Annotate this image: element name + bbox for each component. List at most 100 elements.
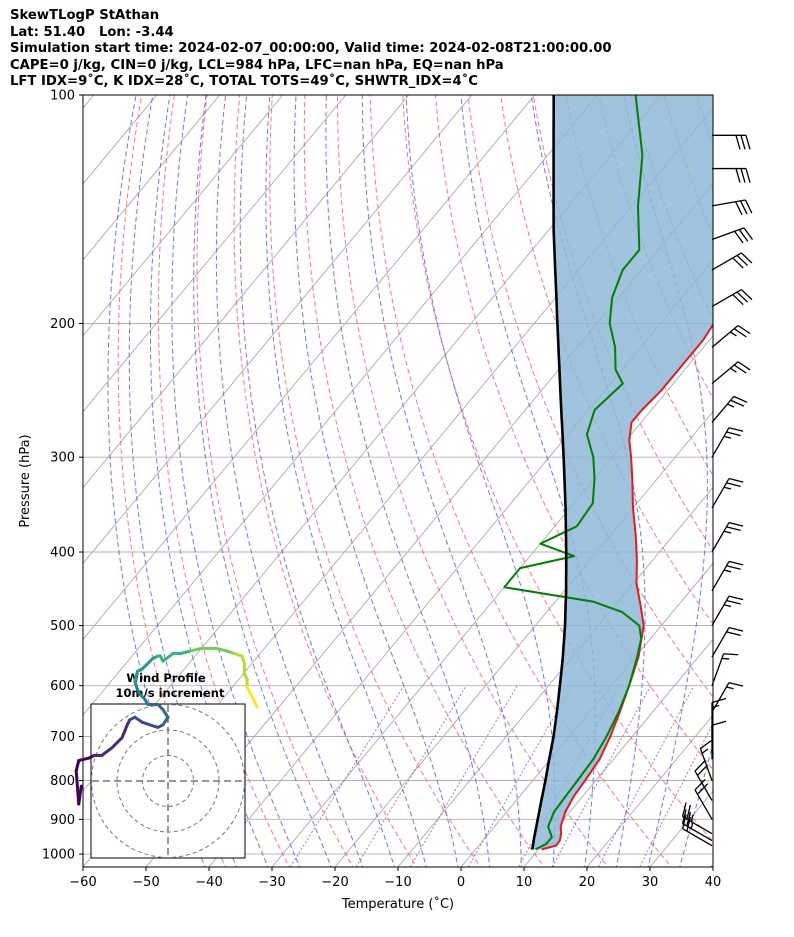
dry-adiabat — [196, 95, 354, 867]
barb-feather — [699, 739, 713, 750]
barb-feather — [681, 814, 687, 829]
barb-feather — [686, 811, 692, 827]
barb-half-feather — [727, 403, 735, 408]
chart-title: SkewTLogP StAthan — [10, 8, 160, 23]
y-tick-label: 500 — [50, 619, 75, 634]
isotherm-line — [334, 410, 713, 867]
dry-adiabat — [434, 95, 713, 771]
x-tick-label: 40 — [705, 875, 722, 890]
barb-half-feather — [701, 748, 709, 754]
barb-half-feather — [723, 569, 732, 573]
barb-feather — [681, 809, 687, 824]
barb-feather — [732, 257, 744, 269]
index-line: LFT IDX=9˚C, K IDX=28˚C, TOTAL TOTS=49˚C… — [10, 74, 478, 89]
wind-barb — [711, 626, 744, 658]
barb-half-feather — [726, 686, 734, 690]
barb-feather — [694, 778, 706, 791]
wind-barb — [711, 595, 744, 626]
y-tick-label: 100 — [50, 89, 75, 104]
barb-staff — [711, 478, 730, 509]
barb-feather — [740, 289, 753, 301]
mixing-ratio-lines — [289, 685, 713, 867]
dry-adiabat — [762, 95, 794, 870]
barb-half-feather — [723, 435, 732, 439]
barb-feather — [697, 783, 709, 795]
barb-feather — [728, 595, 744, 601]
profile-series — [503, 95, 713, 851]
mixing-ratio-line — [409, 685, 518, 867]
wind-barb — [711, 720, 727, 760]
hodograph-segment — [74, 769, 81, 806]
wind-barb — [711, 252, 753, 271]
barb-feather — [733, 395, 748, 403]
y-axis-ticks: 100 200 300 400 500 600 700 800 900 1000 — [42, 89, 83, 863]
barb-staff — [711, 653, 725, 686]
barb-staff — [711, 682, 730, 713]
barb-feather — [728, 427, 744, 432]
barb-staff — [711, 522, 730, 553]
barb-feather — [736, 291, 749, 303]
wind-barb — [694, 760, 713, 801]
barb-staff — [682, 823, 713, 842]
barb-staff — [711, 595, 730, 626]
barb-staff — [694, 789, 713, 820]
temperature-line — [541, 322, 713, 851]
wind-barb — [711, 395, 748, 423]
barb-feather — [734, 230, 744, 244]
barb-half-feather — [723, 530, 732, 534]
mixing-ratio-line — [597, 685, 695, 867]
barb-feather — [728, 521, 744, 527]
hodograph-ring — [91, 704, 245, 858]
hodograph-segment — [133, 669, 139, 684]
hodograph-segment — [214, 646, 229, 653]
barb-feather — [738, 229, 749, 242]
barb-feather — [726, 599, 741, 605]
hodograph-segment — [133, 715, 144, 724]
dewpoint-line — [503, 95, 644, 851]
hodograph-segment — [161, 708, 170, 719]
cape-shading — [532, 95, 713, 850]
barb-feather — [733, 328, 747, 338]
barb-half-feather — [721, 657, 730, 660]
wind-barbs — [681, 134, 754, 847]
isotherm-line — [83, 95, 536, 640]
barb-half-feather — [730, 367, 737, 373]
barb-staff — [711, 227, 745, 241]
cin-area — [532, 95, 713, 850]
hodograph-segment — [110, 736, 124, 750]
moist-adiabat — [193, 95, 332, 867]
isotherm-line — [208, 259, 713, 867]
y-tick-label: 600 — [50, 679, 75, 694]
wind-barb — [711, 560, 744, 592]
barb-staff — [711, 324, 739, 348]
wind-barb — [711, 199, 753, 216]
hodograph-subtitle: 10m/s increment — [116, 686, 225, 700]
wind-barb — [711, 653, 739, 686]
y-axis-label: Pressure (hPa) — [18, 434, 33, 527]
barb-staff — [711, 627, 730, 658]
isotherm-line — [83, 95, 347, 413]
y-tick-label: 800 — [50, 774, 75, 789]
x-tick-label: 0 — [457, 875, 465, 890]
wind-barb — [699, 739, 713, 781]
y-tick-label: 200 — [50, 317, 75, 332]
barb-staff — [682, 816, 713, 835]
x-tick-label: −40 — [195, 875, 222, 890]
barb-feather — [681, 802, 687, 817]
barb-feather — [726, 631, 741, 637]
x-tick-label: 20 — [579, 875, 596, 890]
barb-feather — [744, 199, 753, 214]
y-tick-label: 400 — [50, 546, 75, 561]
barb-feather — [737, 324, 751, 335]
barb-feather — [726, 526, 741, 532]
barb-staff — [711, 289, 742, 308]
barb-feather — [733, 364, 747, 374]
isotherm-line — [83, 95, 599, 716]
mixing-ratio-line — [289, 685, 405, 867]
barb-feather — [737, 361, 751, 371]
hodograph-segment — [100, 746, 114, 757]
barb-staff — [711, 427, 730, 458]
hodograph-segment — [189, 646, 203, 653]
cape-line: CAPE=0 j/kg, CIN=0 j/kg, LCL=984 hPa, LF… — [10, 57, 504, 73]
wind-barb — [711, 681, 744, 713]
